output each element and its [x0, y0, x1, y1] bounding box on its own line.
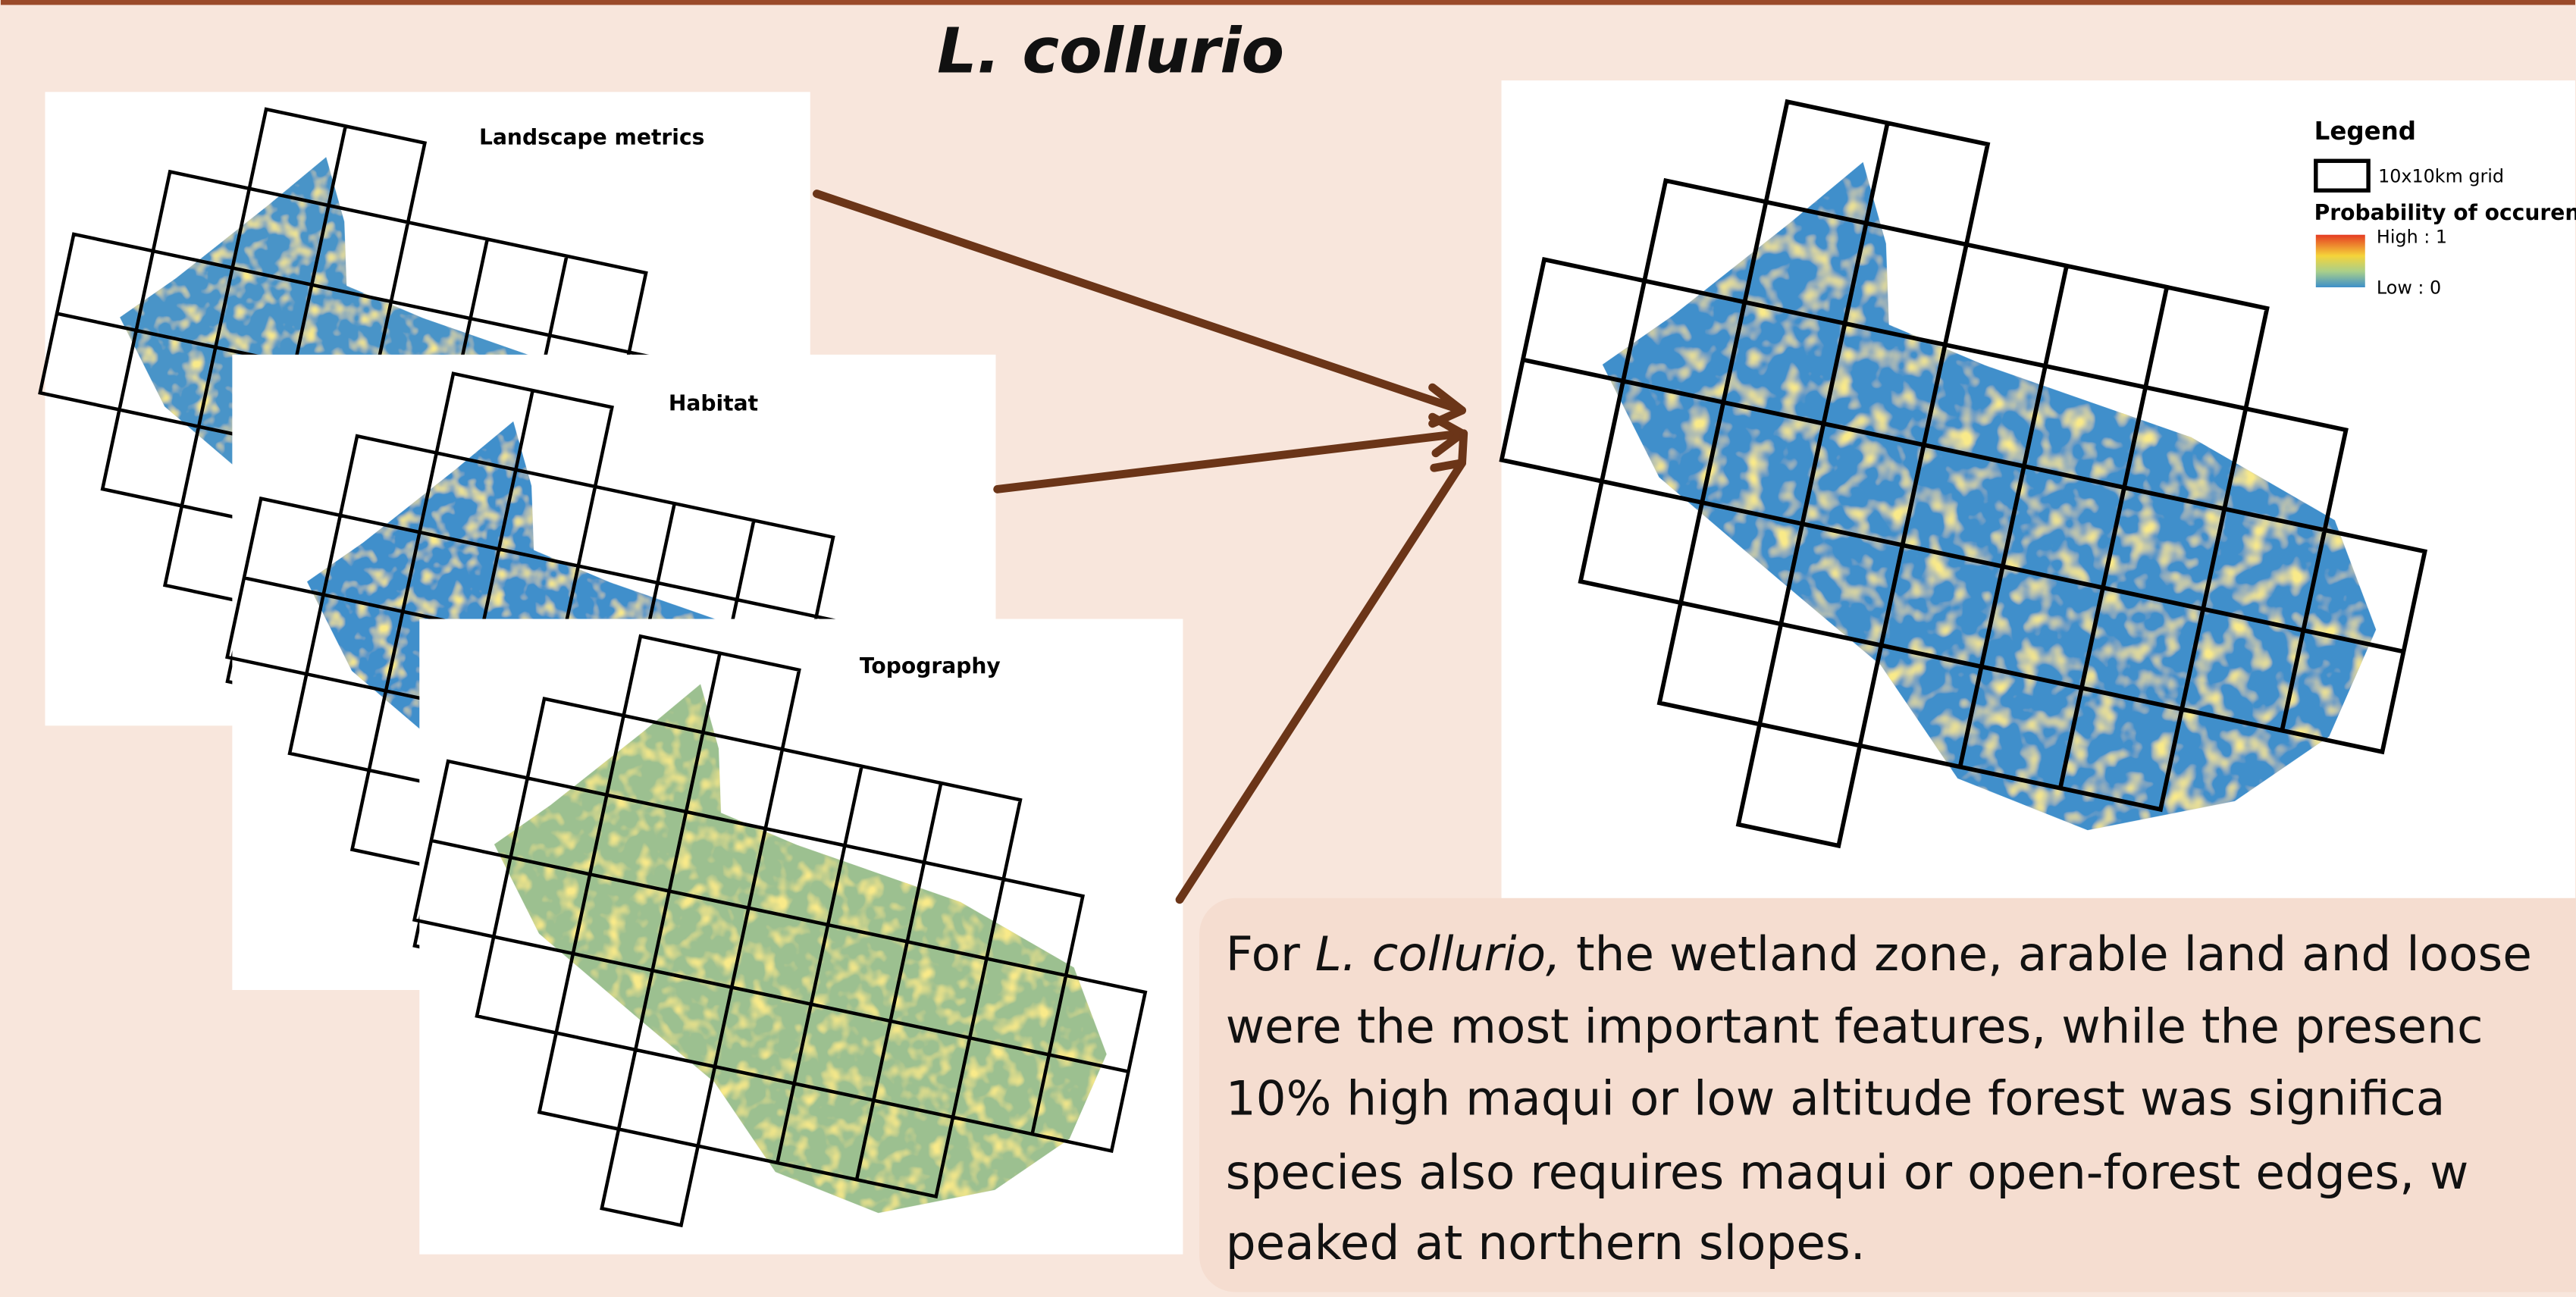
top-border: [1, 0, 2575, 5]
paragraph-line: For L. collurio, the wetland zone, arabl…: [1226, 926, 2532, 982]
text: L. collurio,: [1315, 926, 1561, 982]
paragraph-line: species also requires maqui or open-fore…: [1226, 1145, 2469, 1200]
slide: L. collurio Landscape metrics Habitat To…: [0, 0, 2576, 1297]
title: L. collurio: [937, 15, 1284, 87]
result-map: Legend 10x10km grid Probability of occur…: [1437, 59, 2576, 952]
legend-title: Legend: [2314, 117, 2416, 146]
legend-entry: Low : 0: [2377, 277, 2441, 299]
legend-entry: Probability of occurence: [2314, 200, 2576, 225]
legend-entry: High : 1: [2377, 227, 2447, 248]
legend-entry: 10x10km grid: [2378, 165, 2504, 186]
input-map: Topography: [364, 603, 1196, 1297]
paragraph-line: 10% high maqui or low altitude forest wa…: [1226, 1071, 2446, 1126]
text: the wetland zone, arable land and loose: [1561, 926, 2532, 982]
map-label: Habitat: [669, 390, 758, 415]
page: L. collurio Landscape metrics Habitat To…: [0, 0, 2576, 1297]
text: For: [1226, 926, 1315, 982]
paragraph-line: peaked at northern slopes.: [1226, 1215, 1866, 1270]
map-label: Topography: [860, 653, 1001, 678]
paragraph-line: were the most important features, while …: [1226, 998, 2484, 1054]
map-label: Landscape metrics: [479, 125, 704, 150]
